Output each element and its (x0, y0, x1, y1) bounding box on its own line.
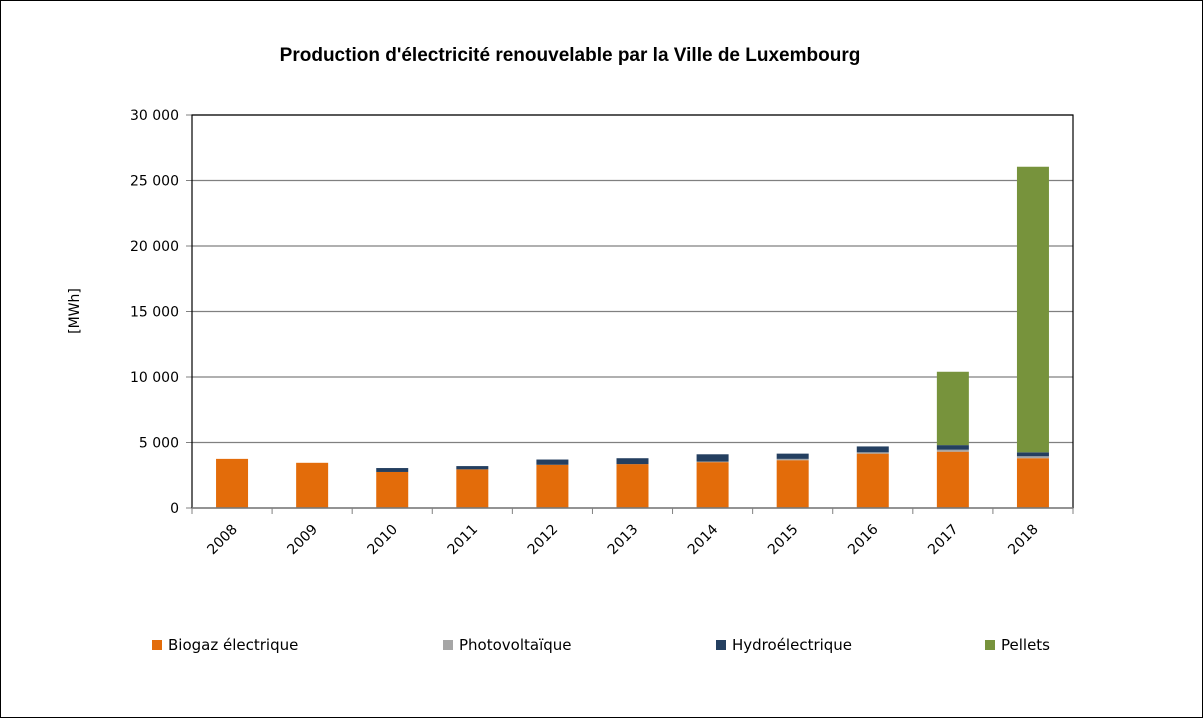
bars (216, 166, 1049, 508)
x-tick-label: 2011 (445, 522, 482, 559)
x-tick-label: 2010 (365, 522, 402, 559)
bar-segment-hydro-lectrique-2010 (376, 468, 409, 472)
bar-segment-biogaz-lectrique-2013 (616, 464, 649, 508)
legend-swatch (716, 640, 726, 650)
x-tick-label: 2012 (525, 522, 562, 559)
bar-segment-biogaz-lectrique-2016 (856, 453, 889, 508)
x-tick-label: 2017 (925, 522, 962, 559)
y-tick-label: 20 000 (130, 239, 179, 255)
legend: Biogaz électrique Photovoltaïque Hydroélec… (152, 636, 1050, 654)
bar-segment-photovolta-que-2016 (856, 452, 889, 454)
bar-segment-hydro-lectrique-2018 (1016, 452, 1049, 457)
y-tick-label: 25 000 (130, 174, 179, 190)
bar-segment-hydro-lectrique-2017 (936, 445, 969, 450)
chart-title: Production d'électricité renouvelable pa… (280, 45, 861, 66)
x-tick-label: 2018 (1005, 522, 1042, 559)
bar-segment-biogaz-lectrique-2009 (296, 462, 329, 508)
y-tick-label: 10 000 (130, 370, 179, 386)
x-tick-label: 2014 (685, 521, 722, 558)
x-tick-label: 2015 (765, 522, 802, 559)
bar-segment-photovolta-que-2014 (696, 461, 729, 463)
legend-label: Pellets (1001, 636, 1050, 654)
legend-swatch (985, 640, 995, 650)
bar-segment-biogaz-lectrique-2012 (536, 464, 569, 508)
bar-segment-biogaz-lectrique-2015 (776, 460, 809, 508)
bar-segment-photovolta-que-2018 (1016, 456, 1049, 459)
bar-segment-biogaz-lectrique-2008 (216, 458, 249, 508)
legend-swatch (443, 640, 453, 650)
axes: 0 5 000 10 000 15 000 20 000 25 000 30 000 2008… (130, 108, 1074, 559)
bar-segment-hydro-lectrique-2013 (616, 458, 649, 465)
bar-segment-biogaz-lectrique-2010 (376, 471, 409, 508)
legend-swatch (152, 640, 162, 650)
bar-segment-hydro-lectrique-2011 (456, 466, 489, 470)
x-tick-label: 2008 (204, 522, 241, 559)
y-tick-label: 0 (170, 501, 179, 517)
bar-segment-biogaz-lectrique-2017 (936, 451, 969, 508)
x-tick-label: 2016 (845, 521, 882, 558)
bar-segment-biogaz-lectrique-2014 (696, 462, 729, 508)
y-tick-label: 15 000 (130, 305, 179, 321)
y-tick-label: 5 000 (139, 436, 179, 452)
bar-segment-hydro-lectrique-2016 (856, 446, 889, 453)
bar-segment-hydro-lectrique-2012 (536, 459, 569, 465)
legend-label: Biogaz électrique (168, 636, 298, 654)
legend-label: Hydroélectrique (732, 636, 852, 654)
y-tick-label: 30 000 (130, 108, 179, 124)
bar-segment-pellets-2017 (936, 371, 969, 446)
bar-segment-photovolta-que-2015 (776, 458, 809, 461)
x-tick-label: 2013 (605, 522, 642, 559)
bar-segment-hydro-lectrique-2015 (776, 453, 809, 459)
bar-segment-biogaz-lectrique-2011 (456, 469, 489, 508)
legend-label: Photovoltaïque (459, 636, 572, 654)
bar-segment-photovolta-que-2017 (936, 449, 969, 452)
bar-segment-hydro-lectrique-2014 (696, 454, 729, 462)
y-axis-label: [MWh] (67, 288, 83, 334)
x-tick-label: 2009 (284, 522, 321, 559)
bar-segment-biogaz-lectrique-2018 (1016, 458, 1049, 508)
bar-segment-pellets-2018 (1016, 166, 1049, 453)
